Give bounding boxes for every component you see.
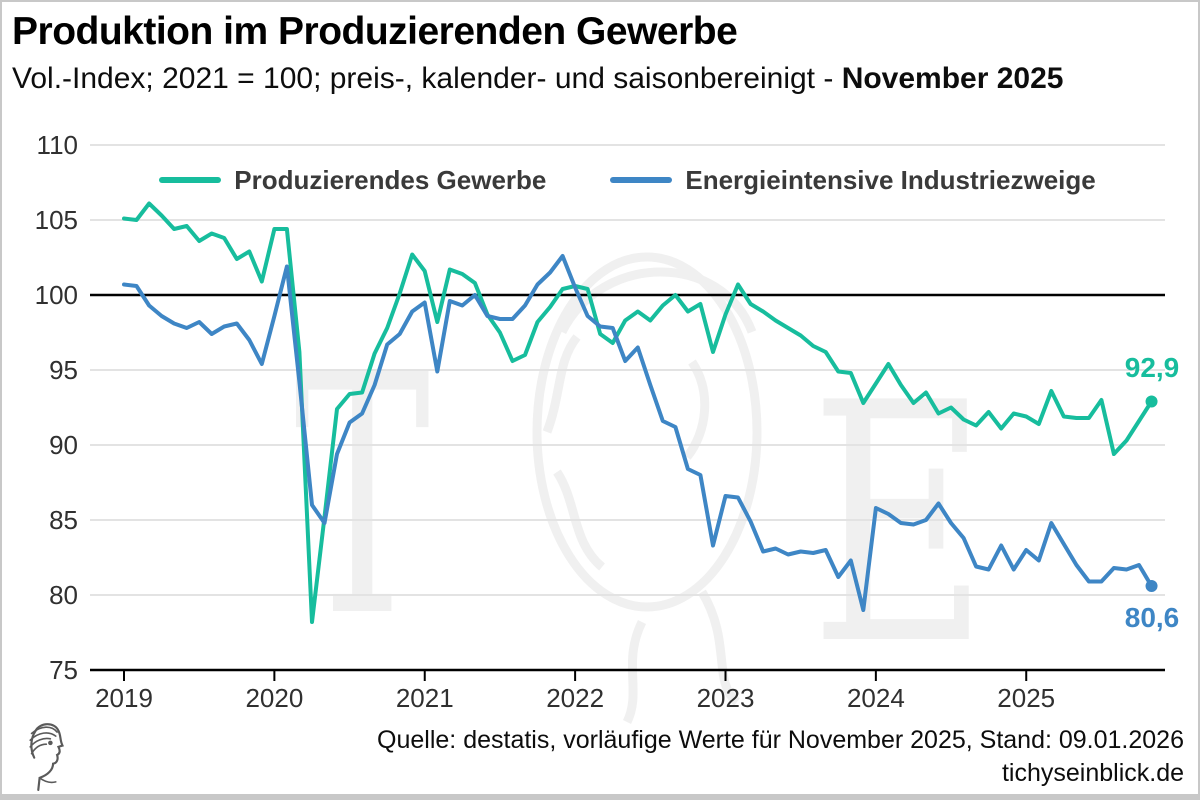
x-tick-label: 2025 xyxy=(997,683,1055,713)
y-tick-label: 100 xyxy=(35,280,78,310)
legend-item-energieintensive-industriezweige: Energieintensive Industriezweige xyxy=(610,164,1096,196)
chart-subtitle: Vol.-Index; 2021 = 100; preis-, kalender… xyxy=(12,62,1063,96)
y-tick-label: 95 xyxy=(49,355,78,385)
subtitle-text: Vol.-Index; 2021 = 100; preis-, kalender… xyxy=(12,62,842,95)
x-tick-label: 2019 xyxy=(95,683,153,713)
end-value-label-green: 92,9 xyxy=(1124,352,1180,383)
series-end-dot xyxy=(1145,395,1158,408)
x-tick-label: 2024 xyxy=(847,683,905,713)
y-tick-label: 80 xyxy=(49,580,78,610)
y-tick-label: 85 xyxy=(49,505,78,535)
series-end-dot xyxy=(1145,580,1158,592)
x-tick-label: 2021 xyxy=(396,683,454,713)
source-note: Quelle: destatis, vorläufige Werte für N… xyxy=(377,726,1184,754)
series-line-produzierendes-gewerbe xyxy=(122,201,1154,624)
end-value-label-blue: 80,6 xyxy=(1124,602,1180,633)
y-tick-label: 110 xyxy=(37,130,78,160)
legend-swatch-blue-line-icon xyxy=(610,177,673,183)
chart-legend: Produzierendes Gewerbe Energieintensive … xyxy=(90,162,1165,198)
series-line-energieintensive-industriezweige xyxy=(122,254,1154,612)
legend-label: Produzierendes Gewerbe xyxy=(234,164,547,195)
page-title: Produktion im Produzierenden Gewerbe xyxy=(12,10,738,53)
subtitle-period: November 2025 xyxy=(841,62,1064,95)
legend-label: Energieintensive Industriezweige xyxy=(685,164,1096,195)
x-tick-label: 2023 xyxy=(697,683,755,713)
x-tick-label: 2020 xyxy=(245,683,303,713)
x-tick-label: 2022 xyxy=(546,683,604,713)
y-tick-label: 75 xyxy=(49,655,78,685)
y-tick-label: 90 xyxy=(49,430,78,460)
website-name: tichyseinblick.de xyxy=(1001,759,1184,787)
y-tick-label: 105 xyxy=(35,205,78,235)
legend-swatch-green-line-icon xyxy=(159,177,222,183)
tichys-einblick-logo xyxy=(29,723,65,792)
legend-item-produzierendes-gewerbe: Produzierendes Gewerbe xyxy=(159,165,546,196)
